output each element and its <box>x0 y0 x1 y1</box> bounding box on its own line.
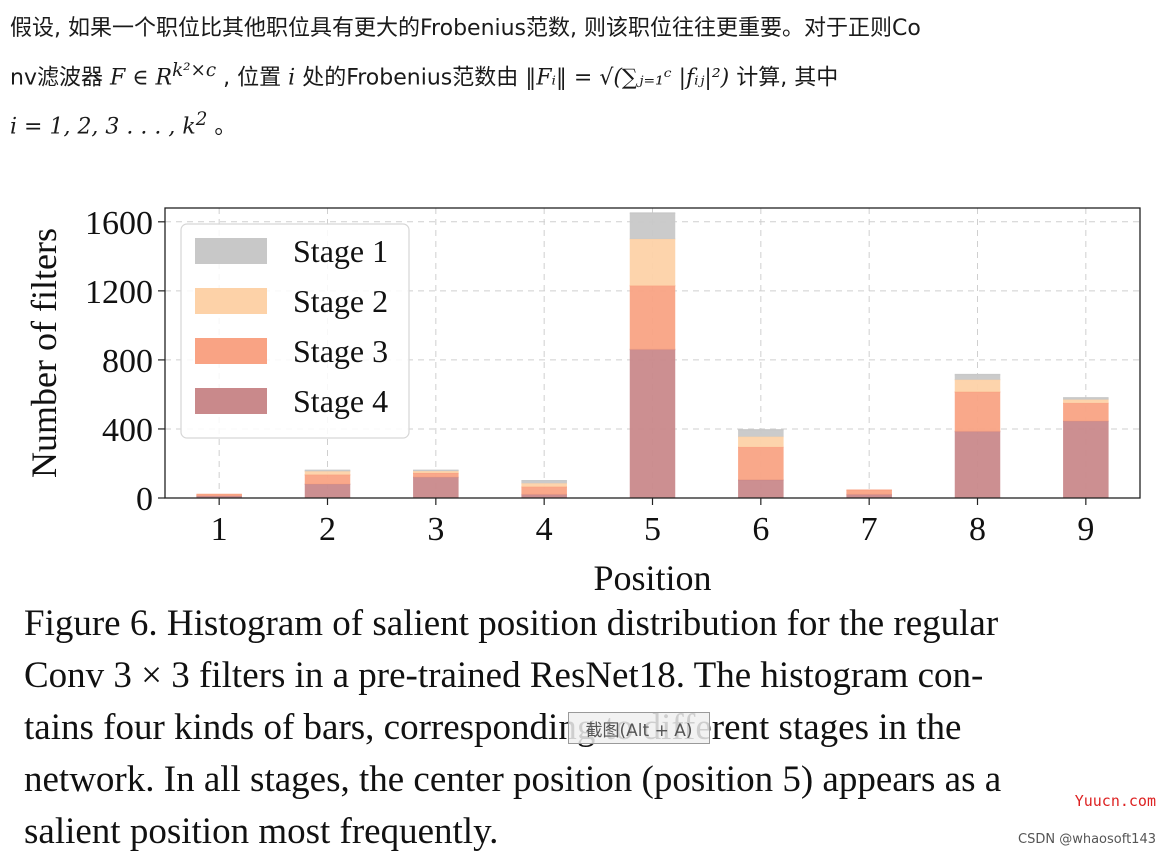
bar-segment <box>196 495 242 498</box>
bar-segment <box>846 494 892 498</box>
x-tick-label: 3 <box>427 511 444 548</box>
bar-segment <box>629 213 676 240</box>
intro-text: , 位置 <box>223 65 289 91</box>
bar-segment <box>629 285 676 350</box>
bar-segment <box>413 477 459 498</box>
legend-label: Stage 1 <box>293 233 388 269</box>
bar-segment <box>413 472 459 478</box>
bar-segment <box>1063 399 1109 404</box>
y-tick-label: 1200 <box>85 274 153 311</box>
intro-math-filter: F ∈ R <box>109 65 173 91</box>
bar-segment <box>304 484 351 498</box>
bar-segment <box>846 490 892 495</box>
bar-segment <box>413 470 459 473</box>
caption-line: network. In all stages, the center posit… <box>24 759 1002 800</box>
bar-segment <box>629 239 676 286</box>
x-axis-label: Position <box>593 558 711 594</box>
site-watermark: Yuucn.com <box>1074 792 1156 810</box>
y-axis-label: Number of filters <box>24 228 64 478</box>
bar-segment <box>954 379 1001 392</box>
legend-swatch <box>195 288 267 314</box>
caption-line: Conv 3 × 3 filters in a pre-trained ResN… <box>24 655 984 696</box>
legend-swatch <box>195 338 267 364</box>
x-tick-label: 4 <box>536 511 553 548</box>
x-tick-label: 5 <box>644 511 661 548</box>
bar-segment <box>738 479 784 498</box>
intro-math-superscript: k²×c <box>172 60 217 81</box>
intro-paragraph: 假设, 如果一个职位比其他职位具有更大的Frobenius范数, 则该职位往往更… <box>10 8 1162 149</box>
intro-text: 处的Frobenius范数由 <box>302 65 526 91</box>
intro-math-norm: ‖Fᵢ‖ = √(∑ⱼ₌₁ᶜ |fᵢⱼ|²) <box>525 65 730 91</box>
intro-text: 。 <box>207 114 237 140</box>
stacked-bar-chart: 0 400 800 1200 1600 1 2 3 4 5 6 7 8 9 Position Number o… <box>24 205 1141 594</box>
caption-line: Figure 6. Histogram of salient position … <box>24 603 999 644</box>
x-tick-label: 1 <box>211 511 228 548</box>
intro-math-range: i = 1, 2, 3 . . . , k <box>10 114 196 140</box>
intro-text: 计算, 其中 <box>736 65 839 91</box>
bar-segment <box>738 429 784 437</box>
bar-segment <box>1063 403 1109 422</box>
bar-segment <box>304 471 351 475</box>
bar-segment <box>738 447 784 480</box>
figure-caption: Figure 6. Histogram of salient position … <box>24 598 1156 858</box>
y-tick-label: 800 <box>102 343 153 380</box>
bar-segment <box>1063 421 1109 498</box>
y-tick-label: 1600 <box>85 205 153 242</box>
caption-line: salient position most frequently. <box>24 811 499 852</box>
x-tick-label: 9 <box>1077 511 1094 548</box>
bar-segment <box>954 391 1001 432</box>
x-tick-label: 7 <box>861 511 878 548</box>
x-tick-label: 8 <box>969 511 986 548</box>
bar-segment <box>954 374 1001 380</box>
bar-segment <box>521 494 567 498</box>
bar-segment <box>521 480 567 484</box>
intro-text: nv滤波器 <box>10 65 110 91</box>
intro-line-3: i = 1, 2, 3 . . . , k2 。 <box>10 99 1162 148</box>
bar-segment <box>629 349 676 498</box>
y-tick-label: 400 <box>102 412 153 449</box>
legend-label: Stage 3 <box>293 333 388 369</box>
x-tick-label: 6 <box>752 511 769 548</box>
y-tick-label: 0 <box>136 481 153 518</box>
screenshot-tooltip: 截图(Alt + A) <box>568 712 710 744</box>
legend-label: Stage 2 <box>293 283 388 319</box>
intro-line-1: 假设, 如果一个职位比其他职位具有更大的Frobenius范数, 则该职位往往更… <box>10 16 921 41</box>
intro-line-2: nv滤波器 F ∈ Rk²×c , 位置 i 处的Frobenius范数由 ‖F… <box>10 50 1162 99</box>
intro-math-superscript: 2 <box>195 109 208 131</box>
legend-box <box>180 223 410 439</box>
legend-label: Stage 4 <box>293 383 388 419</box>
bar-segment <box>738 436 784 448</box>
legend-swatch <box>195 388 267 414</box>
legend-swatch <box>195 238 267 264</box>
bar-segment <box>521 486 567 495</box>
bar-segment <box>521 483 567 487</box>
bar-segment <box>954 431 1001 498</box>
bar-segment <box>1063 397 1109 400</box>
caption-line: tains four kinds of bars, corresponding … <box>24 707 962 748</box>
credit-watermark: CSDN @whaosoft143 <box>1018 832 1156 847</box>
intro-math-index: i <box>288 65 296 91</box>
x-tick-label: 2 <box>319 511 336 548</box>
bar-segment <box>304 474 351 485</box>
